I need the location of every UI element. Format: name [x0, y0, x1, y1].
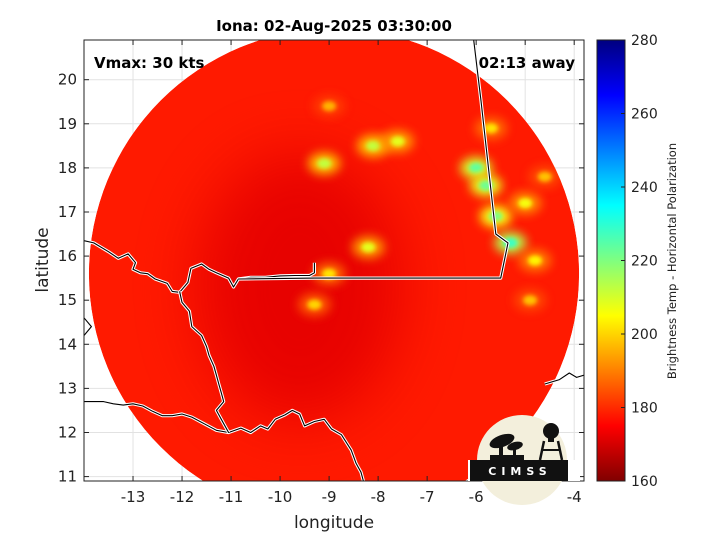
colorbar: 160 180 200 220 240 260 280 Brightness Temp - … [596, 33, 679, 490]
chart-title: Iona: 02-Aug-2025 03:30:00 [216, 17, 452, 35]
plot-frame [83, 39, 585, 482]
time-away-annotation: 02:13 away [479, 54, 576, 72]
y-tick-label: 14 [58, 335, 77, 353]
plot-area: -13-12-11-10-9-8-7-6-5-4 111213141516171… [33, 39, 585, 533]
colorbar-gradient [596, 39, 626, 482]
logo-banner [470, 460, 568, 481]
x-tick-label: -9 [322, 488, 337, 506]
colorbar-tick-label: 240 [631, 180, 658, 196]
inner-border [179, 291, 230, 433]
colorbar-tick-label: 220 [631, 254, 658, 270]
colorbar-tick-label: 180 [631, 401, 658, 417]
x-tick-label: -7 [420, 488, 435, 506]
west-border [84, 317, 92, 336]
country-borders [84, 40, 584, 481]
logo-text: CIMSS [488, 465, 551, 478]
cold-cloud-cell [518, 198, 533, 209]
cimss-logo: CIMSS [468, 415, 580, 505]
colorbar-ticks: 160 180 200 220 240 260 280 [621, 33, 658, 490]
y-axis-ticks: 11 12 13 14 15 16 17 18 19 20 [58, 71, 584, 486]
cold-cloud-cell [469, 162, 484, 173]
cold-cloud-cell [322, 268, 337, 279]
x-tick-label: -12 [170, 488, 195, 506]
x-axis-label: longitude [294, 513, 374, 533]
cold-cloud-cell [523, 295, 538, 306]
y-axis-label: latitude [33, 227, 53, 292]
x-tick-label: -10 [268, 488, 293, 506]
cold-cloud-cell [322, 101, 337, 112]
vmax-annotation: Vmax: 30 kts [94, 54, 204, 72]
y-tick-label: 17 [58, 203, 77, 221]
y-tick-label: 13 [58, 379, 77, 397]
mali-border [238, 40, 509, 280]
swath-core [196, 152, 403, 422]
colorbar-label: Brightness Temp - Horizontal Polarizatio… [665, 143, 679, 379]
colorbar-tick-label: 200 [631, 327, 658, 343]
x-tick-label: -13 [121, 488, 146, 506]
cold-cloud-cell [366, 140, 381, 151]
cold-cloud-cell [483, 123, 498, 134]
satellite-dish-icon [489, 433, 524, 460]
x-tick-label: -8 [371, 488, 386, 506]
y-tick-label: 15 [58, 291, 77, 309]
x-tick-label: -6 [469, 488, 484, 506]
coastline-border [84, 240, 315, 293]
colorbar-tick-label: 260 [631, 107, 658, 123]
y-tick-label: 20 [58, 71, 77, 89]
y-tick-label: 18 [58, 159, 77, 177]
x-tick-label: -4 [567, 488, 582, 506]
y-tick-label: 19 [58, 115, 77, 133]
colorbar-tick-label: 160 [631, 474, 658, 490]
colorbar-tick-label: 280 [631, 33, 658, 49]
cold-cloud-cell [361, 242, 376, 253]
southern-border [84, 401, 364, 481]
x-tick-label: -11 [219, 488, 244, 506]
y-tick-label: 11 [58, 468, 77, 486]
cold-cloud-cell [537, 171, 552, 182]
cold-cloud-cell [527, 255, 542, 266]
y-tick-label: 12 [58, 423, 77, 441]
cold-cloud-cell [317, 158, 332, 169]
brightness-temperature-swath [88, 40, 580, 481]
radar-tower-icon [538, 423, 564, 461]
cold-cloud-cell [390, 136, 405, 147]
cold-cloud-cell [307, 299, 322, 310]
y-tick-label: 16 [58, 247, 77, 265]
northeast-border [544, 372, 584, 385]
